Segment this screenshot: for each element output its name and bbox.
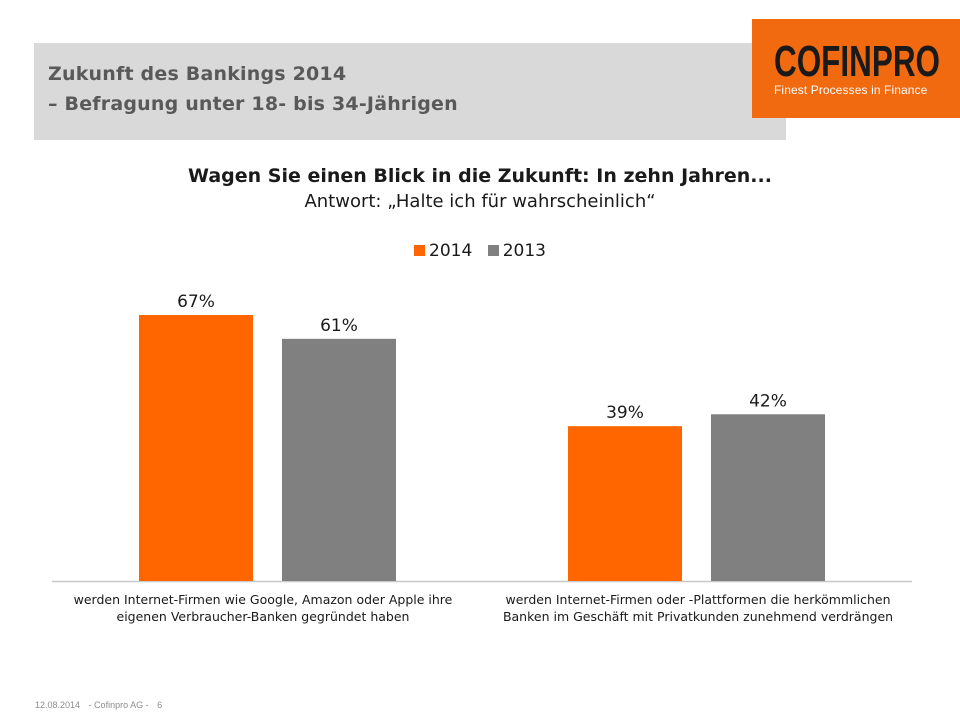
legend-label-2014: 2014 [429,241,473,261]
header-band [34,43,786,140]
page-title-line-2: – Befragung unter 18- bis 34-Jährigen [48,93,458,115]
legend-label-2013: 2013 [502,241,546,261]
footer: 12.08.2014 - Cofinpro AG - 6 [35,700,168,710]
data-label-2014-category-2: 39% [606,403,644,423]
data-label-2014-category-1: 67% [177,292,215,312]
page-title-line-1: Zukunft des Bankings 2014 [48,63,347,85]
category-label-1: werden Internet-Firmen wie Google, Amazo… [50,591,476,625]
logo-wordmark: COFINPRO [774,38,940,84]
legend-swatch-2013 [487,245,499,256]
bar-2013-category-2 [711,414,825,581]
bar-2014-category-2 [568,426,682,581]
data-label-2013-category-2: 42% [749,391,787,411]
category-label-2-line-1: werden Internet-Firmen oder -Plattformen… [505,592,891,607]
category-label-2: werden Internet-Firmen oder -Plattformen… [480,591,916,625]
data-label-2013-category-1: 61% [320,316,358,336]
page-title: Zukunft des Bankings 2014 – Befragung un… [48,59,458,119]
chart-title: Wagen Sie einen Blick in die Zukunft: In… [188,165,772,187]
category-label-2-line-2: Banken im Geschäft mit Privatkunden zune… [502,609,894,624]
footer-page-number: 6 [157,700,163,710]
footer-date: 12.08.2014 [35,700,81,710]
chart-legend: 2014 2013 [0,241,960,261]
category-label-1-line-1: werden Internet-Firmen wie Google, Amazo… [73,592,453,607]
logo-tagline: Finest Processes in Finance [774,83,928,97]
footer-company: - Cofinpro AG - [88,700,149,710]
bar-2014-category-1 [139,315,253,581]
legend-item-2014: 2014 [414,241,472,261]
legend-swatch-2014 [414,245,426,256]
bar-2013-category-1 [282,338,396,581]
cofinpro-logo: COFINPRO Finest Processes in Finance [752,19,960,118]
category-label-1-line-2: eigenen Verbraucher-Banken gegründet hab… [116,609,410,624]
logo-wordmark-text: COFINPRO [774,38,940,84]
legend-item-2013: 2013 [487,241,546,261]
chart-subtitle: Antwort: „Halte ich für wahrscheinlich“ [304,191,656,212]
